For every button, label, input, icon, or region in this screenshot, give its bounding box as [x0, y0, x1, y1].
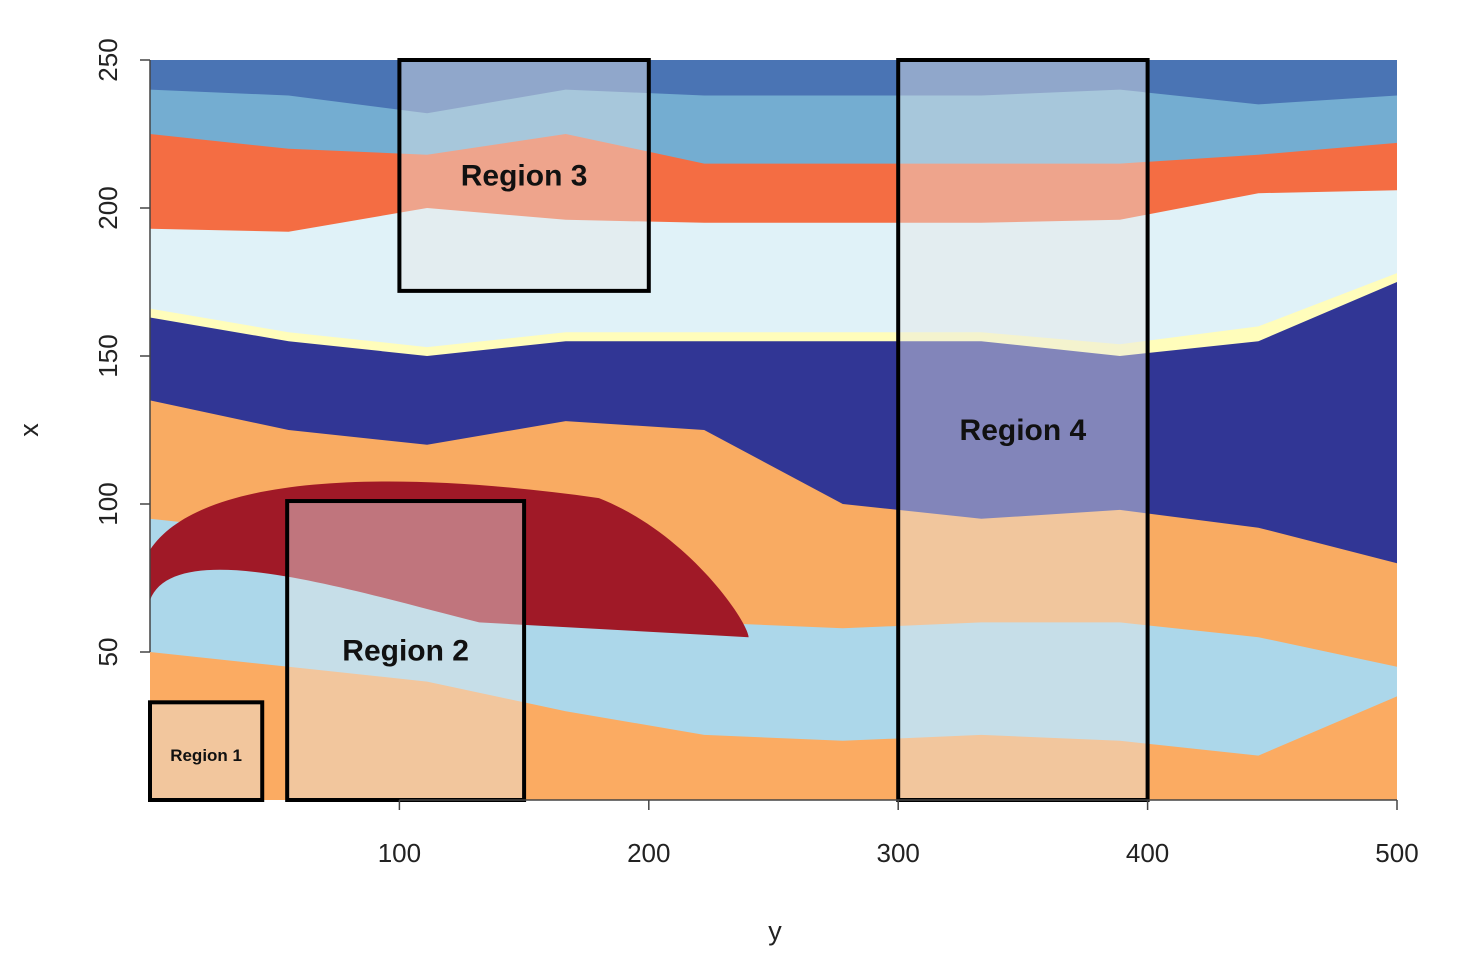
layer-blob [150, 481, 749, 638]
plot-area [150, 60, 1397, 800]
region-label: Region 1 [170, 746, 242, 765]
region-annotations: Region 1 Region 2 Region 3 Region 4 [148, 58, 1150, 803]
y-axis-title: x [14, 423, 44, 437]
region-box [896, 58, 1150, 802]
x-axis-title: y [768, 916, 782, 946]
x-tick-label: 300 [877, 838, 920, 868]
region-label: Region 3 [461, 159, 588, 192]
x-tick-label: 500 [1375, 838, 1418, 868]
x-tick-label: 100 [378, 838, 421, 868]
y-tick-label: 150 [93, 334, 123, 377]
axes: 100 200 300 400 500 50 100 150 200 250 y x [14, 38, 1419, 946]
y-tick-label: 50 [93, 638, 123, 667]
region-box [285, 499, 527, 802]
x-tick-label: 400 [1126, 838, 1169, 868]
region-label: Region 2 [342, 635, 469, 668]
y-tick-label: 200 [93, 186, 123, 229]
layer-band [150, 652, 1397, 800]
x-tick-label: 200 [627, 838, 670, 868]
y-tick-label: 250 [93, 38, 123, 81]
y-tick-label: 100 [93, 482, 123, 525]
region-label: Region 4 [960, 414, 1087, 447]
region-box [397, 58, 651, 293]
region-box [148, 700, 265, 803]
